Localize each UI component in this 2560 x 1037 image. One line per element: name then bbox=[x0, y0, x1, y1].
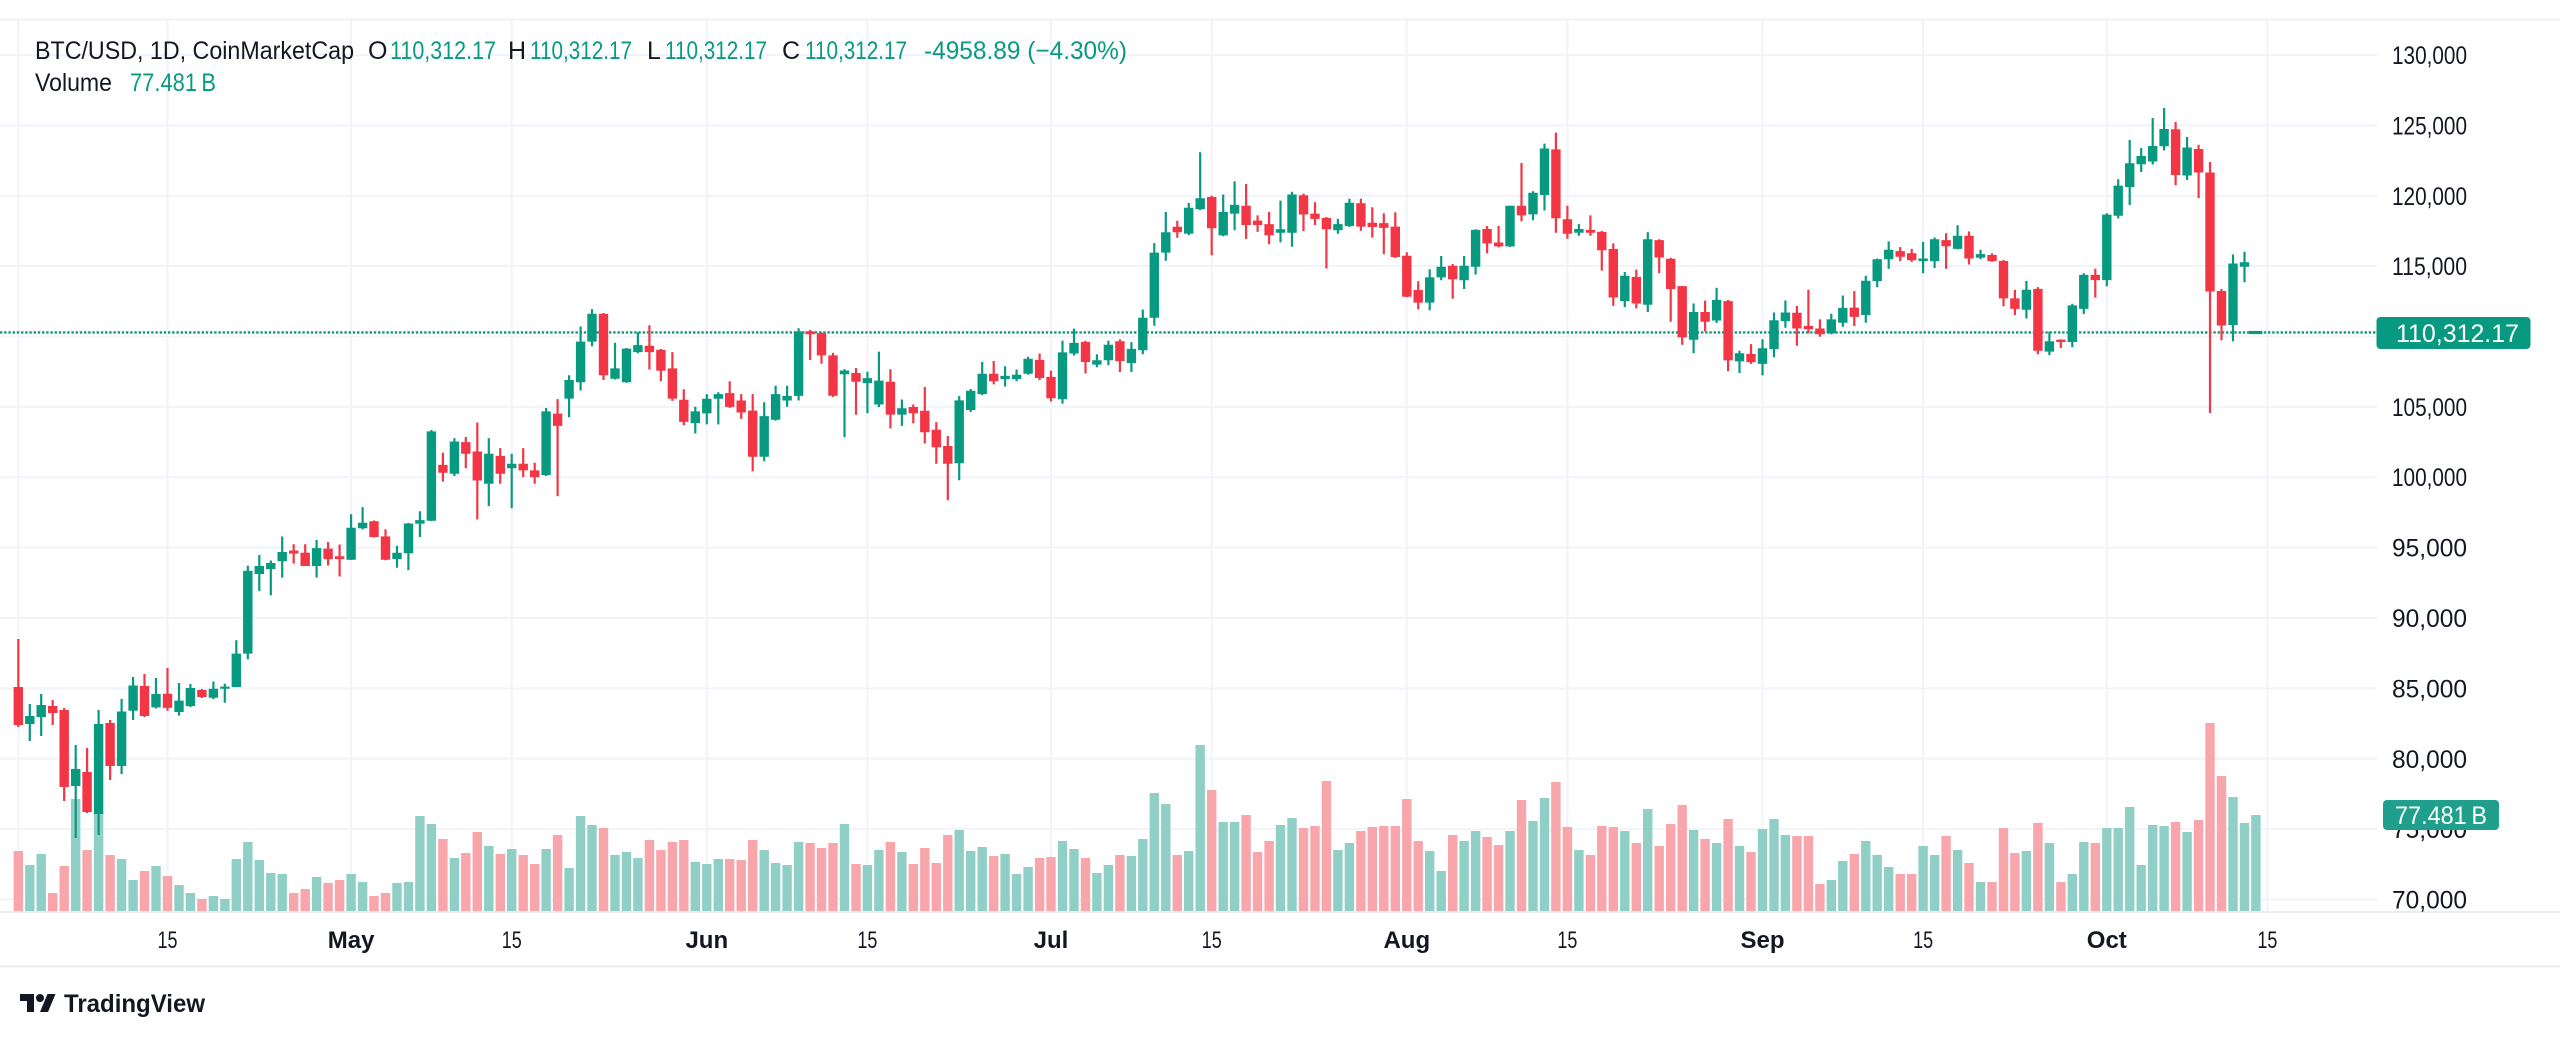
svg-text:100,000: 100,000 bbox=[2392, 464, 2467, 492]
svg-text:15: 15 bbox=[158, 927, 178, 954]
svg-text:L: L bbox=[647, 37, 661, 65]
svg-text:BTC/USD, 1D, CoinMarketCap: BTC/USD, 1D, CoinMarketCap bbox=[35, 37, 354, 65]
svg-text:15: 15 bbox=[857, 927, 877, 954]
svg-text:TradingView: TradingView bbox=[64, 990, 206, 1018]
svg-text:85,000: 85,000 bbox=[2392, 675, 2467, 703]
svg-text:O: O bbox=[368, 37, 387, 65]
svg-text:15: 15 bbox=[502, 927, 522, 954]
svg-text:15: 15 bbox=[1202, 927, 1222, 954]
svg-text:70,000: 70,000 bbox=[2392, 887, 2467, 915]
svg-text:-4958.89 (−4.30%): -4958.89 (−4.30%) bbox=[924, 37, 1127, 65]
svg-text:110,312.17: 110,312.17 bbox=[390, 37, 496, 65]
svg-text:125,000: 125,000 bbox=[2392, 112, 2467, 140]
svg-text:95,000: 95,000 bbox=[2392, 535, 2467, 563]
svg-text:May: May bbox=[328, 927, 375, 954]
svg-text:110,312.17: 110,312.17 bbox=[530, 37, 632, 65]
svg-text:C: C bbox=[782, 37, 800, 65]
svg-text:15: 15 bbox=[1557, 927, 1577, 954]
svg-text:Sep: Sep bbox=[1740, 927, 1784, 954]
svg-text:Aug: Aug bbox=[1383, 927, 1430, 954]
svg-text:80,000: 80,000 bbox=[2392, 746, 2467, 774]
svg-text:Volume: Volume bbox=[35, 69, 112, 97]
svg-text:15: 15 bbox=[1913, 927, 1933, 954]
svg-text:115,000: 115,000 bbox=[2392, 253, 2467, 281]
svg-text:H: H bbox=[508, 37, 526, 65]
svg-text:90,000: 90,000 bbox=[2392, 605, 2467, 633]
svg-text:110,312.17: 110,312.17 bbox=[665, 37, 767, 65]
svg-text:77.481 B: 77.481 B bbox=[2395, 802, 2487, 830]
svg-text:Jul: Jul bbox=[1034, 927, 1069, 954]
svg-text:130,000: 130,000 bbox=[2392, 42, 2467, 70]
svg-text:Oct: Oct bbox=[2087, 927, 2127, 954]
svg-text:110,312.17: 110,312.17 bbox=[2396, 320, 2519, 348]
svg-text:Jun: Jun bbox=[685, 927, 728, 954]
svg-text:15: 15 bbox=[2257, 927, 2277, 954]
svg-text:120,000: 120,000 bbox=[2392, 183, 2467, 211]
svg-text:77.481 B: 77.481 B bbox=[130, 69, 216, 97]
svg-text:105,000: 105,000 bbox=[2392, 394, 2467, 422]
svg-text:110,312.17: 110,312.17 bbox=[805, 37, 907, 65]
